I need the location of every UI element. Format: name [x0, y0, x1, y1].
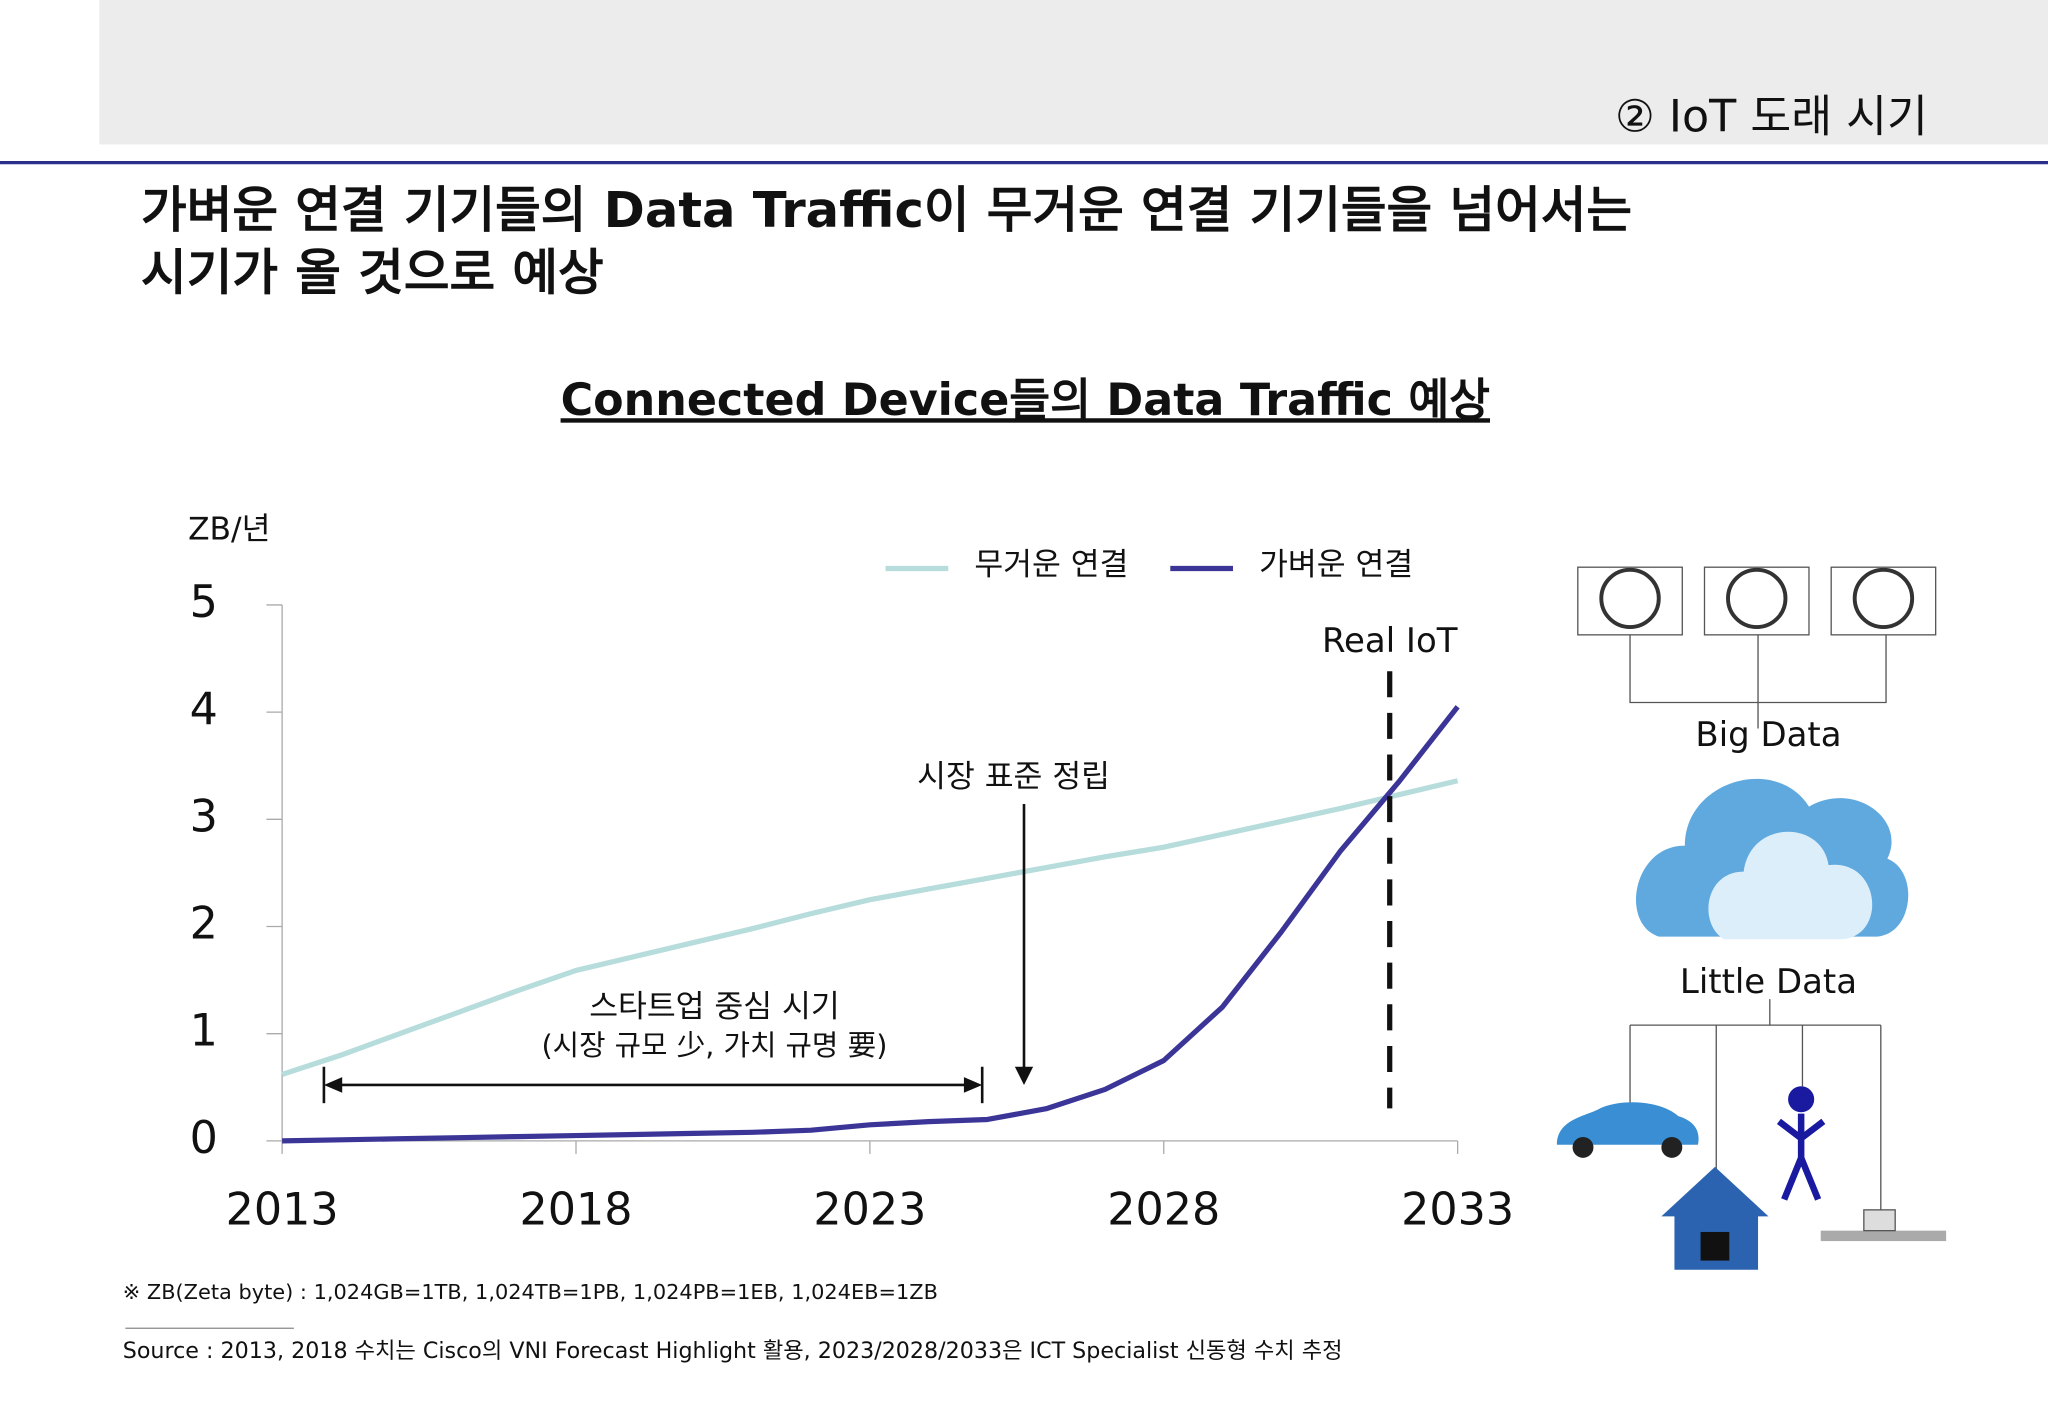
x-tick-label: 2018 [520, 1185, 633, 1236]
little-data-links [1629, 999, 1882, 1210]
cloud [1635, 778, 1909, 940]
chart-title: Connected Device들의 Data Traffic 예상 [561, 375, 1490, 426]
headline: 가벼운 연결 기기들의 Data Traffic이 무거운 연결 기기들을 넘어… [141, 181, 1632, 239]
diagram-label: Big Data [1695, 715, 1841, 754]
line-series [281, 778, 1459, 1077]
annotation: 스타트업 중심 시기 [589, 989, 839, 1025]
devices [1556, 1086, 1947, 1270]
y-tick-label: 1 [190, 1006, 218, 1057]
source: Source : 2013, 2018 수치는 Cisco의 VNI Forec… [123, 1338, 1343, 1364]
line-series [282, 705, 1460, 1144]
annotation: 시장 표준 정립 [917, 759, 1110, 795]
annotation-arrowhead [1014, 1066, 1034, 1085]
legend-label: 무거운 연결 [974, 547, 1128, 583]
footnote: ※ ZB(Zeta byte) : 1,024GB=1TB, 1,024TB=1… [123, 1280, 938, 1304]
y-tick-label: 2 [190, 899, 218, 950]
header-band [99, 0, 2048, 145]
headline: 시기가 올 것으로 예상 [141, 243, 604, 301]
legend-label: 가벼운 연결 [1259, 547, 1413, 583]
x-tick-label: 2023 [813, 1185, 926, 1236]
x-tick-label: 2033 [1401, 1185, 1514, 1236]
annotation: Real IoT [1322, 621, 1458, 660]
y-tick-label: 4 [190, 684, 218, 735]
x-tick-label: 2013 [226, 1185, 339, 1236]
y-tick-label: 5 [190, 577, 218, 628]
y-axis-label: ZB/년 [188, 512, 270, 548]
y-tick-label: 0 [190, 1113, 218, 1164]
big-data-icons [1577, 566, 1937, 729]
y-tick-label: 3 [190, 791, 218, 842]
diagram-label: Little Data [1680, 962, 1857, 1001]
section-title: ② IoT 도래 시기 [1615, 92, 1928, 143]
annotation: (시장 규모 少, 가치 규명 要) [541, 1028, 887, 1062]
x-tick-label: 2028 [1107, 1185, 1220, 1236]
